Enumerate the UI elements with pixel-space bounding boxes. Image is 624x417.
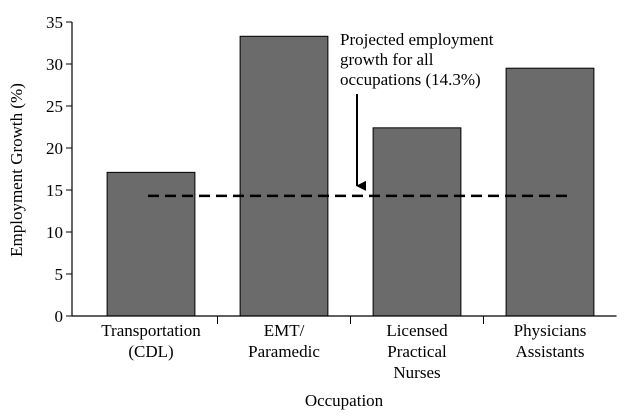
bar (372, 127, 462, 317)
x-tick-label: Licensed (386, 321, 448, 340)
y-tick-label: 15 (46, 181, 63, 200)
x-tick-label: EMT/ (264, 321, 305, 340)
y-tick-label: 35 (46, 13, 63, 32)
y-tick-label: 25 (46, 97, 63, 116)
x-tick-label: Assistants (516, 342, 585, 361)
x-tick-label: Transportation (101, 321, 201, 340)
bar (239, 35, 329, 317)
x-tick-label: Nurses (393, 363, 440, 382)
y-tick-label: 0 (55, 307, 64, 326)
bar (106, 171, 196, 317)
x-tick-label: Paramedic (248, 342, 320, 361)
x-axis-label: Occupation (305, 391, 384, 410)
y-tick-label: 20 (46, 139, 63, 158)
annotation: growth for all (340, 50, 434, 69)
y-tick-label: 5 (55, 265, 64, 284)
bar (505, 67, 595, 317)
y-tick-label: 10 (46, 223, 63, 242)
annotation: occupations (14.3%) (340, 70, 481, 89)
y-axis-label: Employment Growth (%) (7, 83, 26, 257)
x-tick-label: Physicians (514, 321, 587, 340)
x-tick-label: (CDL) (128, 342, 173, 361)
annotation: Projected employment (340, 30, 494, 49)
x-tick-label: Practical (387, 342, 447, 361)
y-tick-label: 30 (46, 55, 63, 74)
